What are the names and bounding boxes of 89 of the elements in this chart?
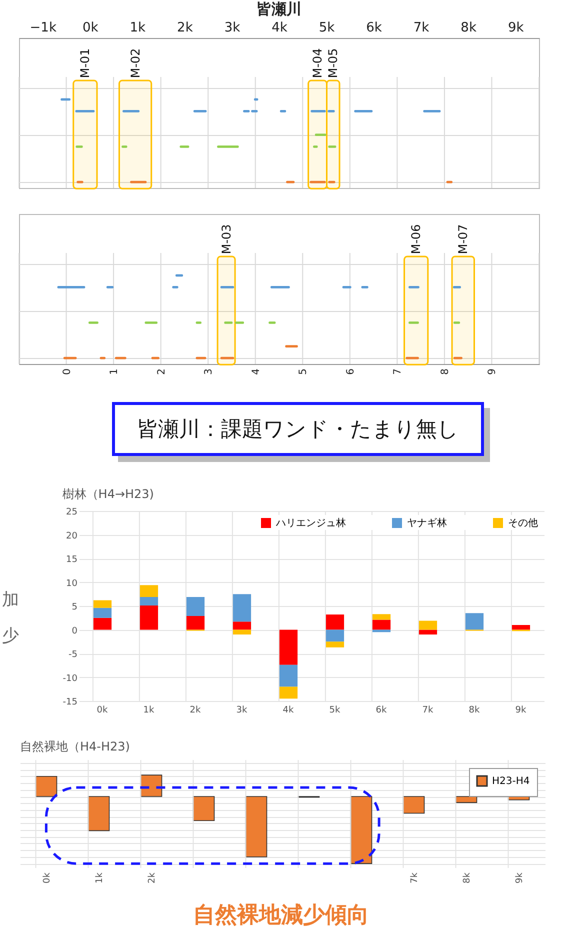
x-tick-label: 8k bbox=[468, 706, 480, 716]
x-tick-label: 0k bbox=[42, 872, 52, 884]
x-tick-label: 5k bbox=[318, 20, 336, 36]
x-tick-label: 2 bbox=[156, 368, 168, 375]
x-tick-label: 7k bbox=[410, 872, 420, 884]
x-tick-label: 4 bbox=[250, 368, 262, 375]
x-tick-label: 6 bbox=[345, 368, 356, 375]
legend-label: H23-H4 bbox=[492, 776, 530, 787]
x-tick-label: 3k bbox=[224, 20, 241, 36]
legend-label: その他 bbox=[508, 517, 538, 529]
band-label: M-07 bbox=[456, 224, 470, 254]
y-tick-label: -10 bbox=[62, 674, 78, 684]
bar bbox=[372, 620, 391, 630]
bar bbox=[418, 630, 438, 634]
x-tick-label: 9k bbox=[508, 20, 524, 36]
y-tick-label: -15 bbox=[62, 698, 78, 708]
x-tick-label: 5k bbox=[329, 706, 341, 716]
x-tick-label: 7k bbox=[413, 20, 430, 36]
x-tick-label: 2k bbox=[177, 20, 194, 36]
bar bbox=[139, 585, 158, 597]
y-tick-label: 10 bbox=[66, 578, 78, 589]
x-tick-label: 8 bbox=[440, 368, 451, 375]
bar bbox=[92, 618, 112, 630]
x-tick-label: 9k bbox=[515, 706, 527, 716]
bar bbox=[278, 686, 298, 699]
x-tick-label: 3k bbox=[236, 706, 248, 716]
x-tick-label: 2k bbox=[147, 872, 158, 884]
x-tick-label: 8k bbox=[460, 20, 477, 36]
x-tick-label: 1k bbox=[94, 872, 105, 884]
bar bbox=[122, 110, 140, 112]
text: 自然裸地減少傾向 bbox=[192, 902, 370, 929]
y-tick-label: 20 bbox=[66, 531, 78, 542]
bar bbox=[464, 613, 484, 630]
x-tick-label: 6k bbox=[376, 706, 388, 716]
x-tick-label: 4k bbox=[282, 706, 294, 716]
chart-title: 樹林（H4→H23) bbox=[62, 487, 154, 501]
text: 加 bbox=[2, 589, 19, 612]
band-label: M-05 bbox=[326, 48, 340, 78]
x-tick-label: 4k bbox=[272, 20, 288, 36]
bar bbox=[354, 110, 373, 112]
x-tick-label: 7 bbox=[392, 368, 404, 375]
bar bbox=[232, 622, 252, 630]
x-tick-label: −1k bbox=[30, 20, 57, 36]
text: 少 bbox=[2, 625, 19, 648]
chart-title: 皆瀬川 bbox=[256, 0, 302, 18]
bar bbox=[139, 596, 158, 606]
y-tick-label: 0 bbox=[72, 626, 78, 636]
band-label: M-03 bbox=[219, 224, 234, 254]
x-tick-label: 2k bbox=[190, 706, 202, 716]
bar bbox=[232, 630, 252, 634]
x-tick-label: 1k bbox=[143, 706, 155, 716]
x-tick-label: 0k bbox=[96, 706, 108, 716]
chart-title: 自然裸地（H4-H23) bbox=[20, 740, 130, 754]
bar bbox=[418, 620, 438, 630]
bar bbox=[232, 594, 252, 622]
x-tick-label: 1 bbox=[109, 368, 120, 375]
bar bbox=[92, 608, 112, 618]
band-label: M-04 bbox=[310, 48, 325, 78]
x-tick-label: 6k bbox=[366, 20, 382, 36]
band-label: M-06 bbox=[409, 224, 424, 254]
bar bbox=[92, 600, 112, 608]
bar bbox=[325, 642, 344, 648]
x-tick-label: 9k bbox=[514, 872, 525, 884]
legend-label: ヤナギ林 bbox=[407, 517, 447, 529]
bar bbox=[511, 625, 530, 630]
bar bbox=[278, 630, 298, 665]
y-tick-label: 15 bbox=[66, 555, 78, 565]
bar bbox=[186, 616, 205, 630]
bar bbox=[372, 614, 391, 620]
y-tick-label: 25 bbox=[66, 508, 78, 518]
y-tick-label: -5 bbox=[68, 650, 78, 660]
y-tick-label: 5 bbox=[72, 602, 78, 612]
bar bbox=[186, 596, 205, 616]
x-tick-label: 9 bbox=[487, 368, 498, 375]
x-tick-label: 1k bbox=[130, 20, 146, 36]
bar bbox=[325, 630, 344, 642]
x-tick-label: 5 bbox=[298, 368, 310, 375]
bar bbox=[325, 614, 344, 630]
band-label: M-02 bbox=[128, 48, 142, 78]
x-tick-label: 8k bbox=[462, 872, 472, 884]
text: 皆瀬川：課題ワンド・たまり無し bbox=[112, 402, 484, 456]
bar bbox=[278, 664, 298, 687]
bar bbox=[423, 110, 441, 112]
x-tick-label: 7k bbox=[422, 706, 434, 716]
bar bbox=[139, 606, 158, 630]
band-label: M-01 bbox=[78, 48, 92, 78]
legend-label: ハリエンジュ林 bbox=[275, 517, 346, 529]
x-tick-label: 3 bbox=[204, 368, 215, 375]
x-tick-label: 0k bbox=[82, 20, 99, 36]
